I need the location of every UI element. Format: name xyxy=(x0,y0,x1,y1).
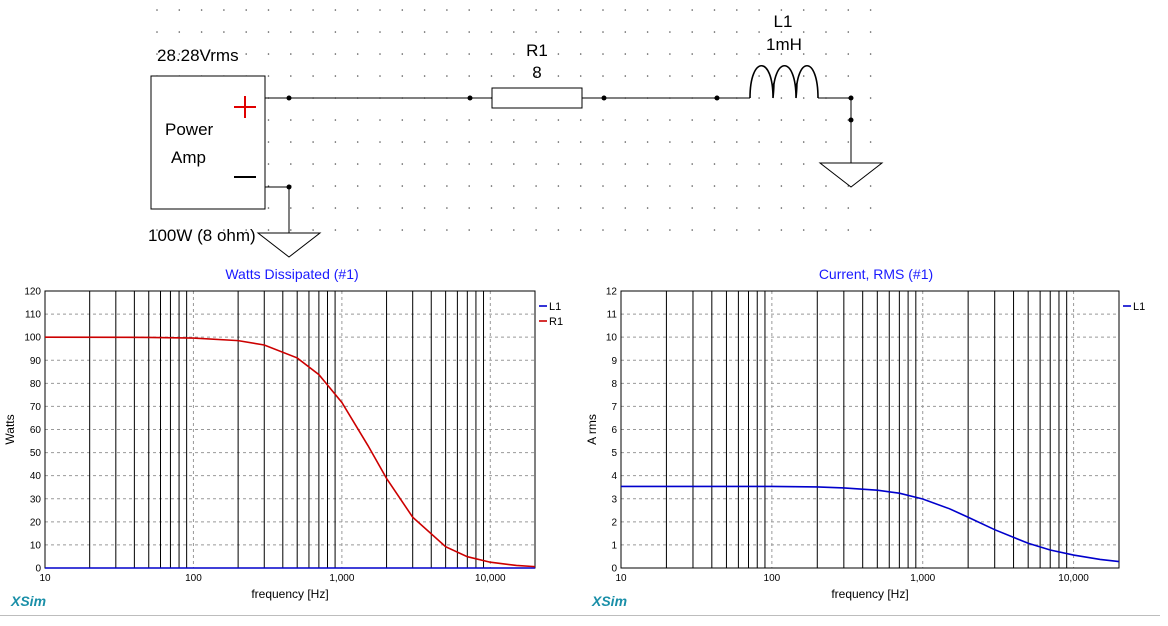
bottom-border xyxy=(0,615,1160,616)
x-tick-label: 10 xyxy=(39,573,51,584)
source-voltage-label: 28.28Vrms xyxy=(157,46,239,65)
l1-value-label: 1mH xyxy=(766,35,802,54)
y-tick-label: 120 xyxy=(24,287,41,298)
y-tick-label: 9 xyxy=(611,356,617,367)
x-tick-label: 100 xyxy=(764,573,781,584)
x-tick-label: 100 xyxy=(185,573,202,584)
y-tick-label: 6 xyxy=(611,425,617,436)
ground-symbol-icon xyxy=(818,162,884,188)
y-tick-label: 110 xyxy=(25,310,41,321)
xsim-logo: XSim xyxy=(11,593,47,609)
schematic: 28.28Vrms Power Amp 100W (8 ohm) R1 8 L1… xyxy=(148,9,884,258)
x-tick-label: 10,000 xyxy=(1058,573,1089,584)
y-tick-label: 80 xyxy=(30,379,42,390)
grid-dots xyxy=(156,9,872,231)
y-axis-label: A rms xyxy=(585,414,599,445)
plot-frame xyxy=(620,290,1120,569)
y-tick-label: 0 xyxy=(35,564,41,575)
y-tick-label: 8 xyxy=(611,379,617,390)
y-tick-label: 7 xyxy=(611,402,617,413)
y-tick-label: 40 xyxy=(30,471,42,482)
plus-terminal-icon xyxy=(234,96,256,118)
series-line-l1 xyxy=(620,485,1120,563)
legend-label: L1 xyxy=(549,301,561,313)
r1-name-label: R1 xyxy=(526,41,548,60)
legend-label: R1 xyxy=(549,316,563,328)
x-tick-label: 1,000 xyxy=(329,573,354,584)
power-amp-box[interactable] xyxy=(150,75,266,210)
power-amp-label-line1: Power xyxy=(165,120,214,139)
x-tick-label: 10 xyxy=(615,573,627,584)
chart-title: Watts Dissipated (#1) xyxy=(225,266,359,282)
y-tick-label: 11 xyxy=(607,310,618,321)
y-tick-label: 90 xyxy=(30,356,42,367)
current-rms-chart: Current, RMS (#1) 0 1 2 3 4 5 6 7 8 9 10 11 12 10 100 1… xyxy=(584,262,1168,621)
y-tick-label: 100 xyxy=(24,333,41,344)
y-tick-label: 1 xyxy=(611,540,617,551)
y-tick-label: 20 xyxy=(30,517,42,528)
x-tick-label: 10,000 xyxy=(475,573,506,584)
series-line-r1 xyxy=(44,336,536,568)
y-tick-label: 10 xyxy=(30,540,42,551)
ground-symbol-icon xyxy=(256,232,322,258)
y-tick-label: 3 xyxy=(611,494,617,505)
y-tick-label: 2 xyxy=(611,517,617,528)
l1-name-label: L1 xyxy=(774,12,793,31)
y-tick-label: 12 xyxy=(606,287,618,298)
y-tick-label: 5 xyxy=(611,448,617,459)
y-axis-label: Watts xyxy=(3,414,17,444)
resistor-r1[interactable] xyxy=(491,87,583,109)
y-tick-label: 60 xyxy=(30,425,42,436)
inductor-l1[interactable] xyxy=(749,65,819,99)
xsim-logo: XSim xyxy=(592,593,628,609)
y-tick-label: 50 xyxy=(30,448,42,459)
chart-title: Current, RMS (#1) xyxy=(818,266,934,282)
y-tick-label: 10 xyxy=(606,333,618,344)
legend-label: L1 xyxy=(1133,301,1145,313)
x-tick-label: 1,000 xyxy=(910,573,935,584)
x-axis-label: frequency [Hz] xyxy=(251,587,328,601)
r1-value-label: 8 xyxy=(532,63,541,82)
x-axis-label: frequency [Hz] xyxy=(831,587,908,601)
wires xyxy=(265,97,852,233)
y-tick-label: 70 xyxy=(30,402,42,413)
power-amp-label-line2: Amp xyxy=(171,148,206,167)
y-tick-label: 4 xyxy=(611,471,617,482)
y-tick-label: 0 xyxy=(611,564,617,575)
watts-dissipated-chart: Watts Dissipated (#1) 0 10 20 30 40 50 60 70 80 9… xyxy=(0,262,584,621)
junction-dots xyxy=(286,95,854,190)
power-amp-rating-label: 100W (8 ohm) xyxy=(148,226,256,245)
y-tick-label: 30 xyxy=(30,494,42,505)
